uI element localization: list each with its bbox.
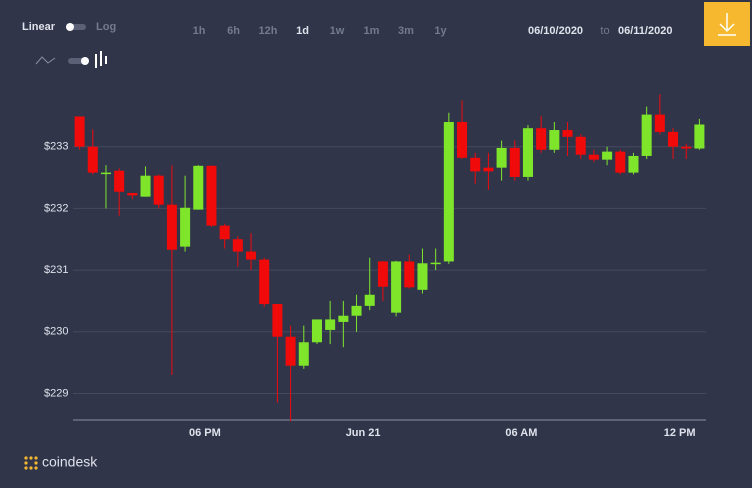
candle-body [74, 116, 85, 147]
candle-body [602, 151, 613, 160]
candle-body [443, 122, 454, 262]
candle-body [562, 130, 573, 137]
candle-body [470, 157, 481, 172]
candle-body [549, 130, 560, 150]
candle-body [298, 342, 309, 366]
candle-icon[interactable] [95, 51, 107, 68]
candle-body [694, 124, 705, 149]
y-tick-label: $232 [44, 202, 68, 214]
candle-body [430, 262, 441, 265]
candle-body [166, 204, 177, 250]
candle-body [509, 147, 520, 177]
candle-body [404, 261, 415, 288]
candle-body [311, 319, 322, 343]
candle-body [180, 207, 191, 247]
candle-body [87, 146, 98, 173]
candle-body [654, 114, 665, 132]
y-tick-label: $230 [44, 326, 68, 338]
candle-body [285, 336, 296, 366]
scale-option[interactable]: Linear [22, 21, 56, 33]
candle-body [628, 155, 639, 173]
candle-body [127, 192, 138, 196]
brand: coindesk [42, 454, 98, 470]
candle-body [457, 122, 468, 158]
range-option[interactable]: 6h [227, 25, 240, 37]
x-tick-label: 06 PM [189, 427, 221, 439]
candle-body [338, 315, 349, 322]
candle-body [153, 175, 164, 205]
x-tick-label: Jun 21 [346, 427, 381, 439]
candle-body [496, 147, 507, 168]
date-from[interactable]: 06/10/2020 [528, 25, 583, 37]
candle-body [193, 165, 204, 210]
date-separator: to [600, 25, 609, 37]
candle-body [140, 175, 151, 197]
candle-body [100, 172, 111, 175]
candle-body [206, 165, 217, 226]
y-tick-label: $229 [44, 387, 68, 399]
brand-logo [24, 456, 38, 470]
candle-body [246, 251, 257, 260]
range-option[interactable]: 1d [296, 25, 309, 37]
candle-body [588, 154, 599, 160]
candle-body [417, 263, 428, 290]
candle-body [325, 319, 336, 330]
candle-body [483, 167, 494, 172]
date-to[interactable]: 06/11/2020 [618, 25, 672, 37]
toggle-knob [66, 23, 74, 31]
candle-body [114, 170, 125, 192]
candle-body [391, 261, 402, 313]
candle-body [272, 304, 283, 337]
x-tick-label: 06 AM [505, 427, 537, 439]
range-option[interactable]: 1h [193, 25, 206, 37]
candle-body [522, 128, 533, 177]
range-option[interactable]: 1y [434, 25, 447, 37]
candle-body [219, 225, 230, 240]
scale-option[interactable]: Log [96, 21, 116, 33]
line-icon[interactable] [35, 56, 56, 65]
range-selector: 1h 6h 12h 1d 1w 1m 3m 1y [193, 25, 448, 37]
candle-body [351, 305, 362, 316]
candle-body [377, 261, 388, 287]
x-tick-label: 12 PM [664, 427, 696, 439]
range-option[interactable]: 3m [398, 25, 414, 37]
candle-body [681, 146, 692, 149]
y-tick-label: $231 [44, 264, 68, 276]
range-option[interactable]: 1w [330, 25, 345, 37]
download-icon [718, 13, 736, 36]
candle-body [259, 259, 270, 305]
candle-body [615, 151, 626, 173]
candle-body [232, 239, 243, 252]
candle-body [364, 294, 375, 306]
candle-body [641, 114, 652, 156]
candle-body [668, 131, 679, 147]
candle-body [575, 136, 586, 155]
toggle-knob [81, 57, 89, 65]
range-option[interactable]: 12h [259, 25, 278, 37]
candle-body [536, 128, 547, 150]
y-tick-label: $233 [44, 141, 68, 153]
range-option[interactable]: 1m [364, 25, 380, 37]
